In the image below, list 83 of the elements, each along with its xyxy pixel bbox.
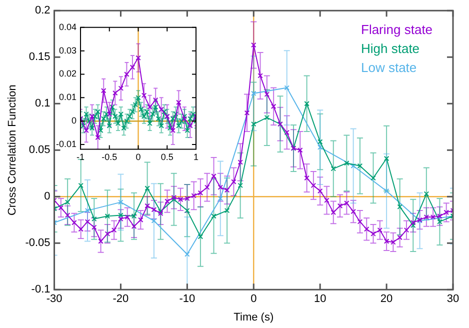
point (284, 85, 290, 90)
point (397, 204, 402, 210)
y-tick-label: 0.04 (58, 22, 77, 32)
x-tick-label: -1 (76, 152, 85, 162)
y-tick-label: 0.03 (58, 45, 77, 56)
x-tick-label: 20 (380, 293, 393, 306)
y-tick-label: 0.15 (28, 51, 50, 64)
point (184, 208, 190, 214)
point (64, 200, 70, 205)
point (350, 163, 356, 169)
y-tick-label: 0.2 (34, 4, 50, 17)
point (176, 100, 182, 105)
point (118, 86, 124, 91)
y-tick-label: 0 (44, 190, 50, 203)
x-tick-label: 0 (136, 152, 141, 162)
point (152, 97, 158, 103)
point (344, 160, 350, 166)
point (370, 175, 376, 181)
point (224, 208, 230, 214)
point (130, 64, 136, 70)
y-tick-label: 0.01 (58, 92, 77, 102)
point (95, 134, 100, 140)
point (141, 92, 147, 98)
point (98, 128, 104, 134)
point (106, 111, 112, 117)
point (357, 163, 363, 169)
point (118, 200, 124, 205)
y-tick-label: -0.1 (31, 284, 50, 296)
point (151, 218, 157, 224)
x-tick-label: 30 (446, 293, 460, 306)
point (144, 186, 150, 191)
x-tick-label: 0.5 (160, 152, 174, 162)
point (304, 100, 310, 106)
point (84, 208, 90, 214)
point (251, 90, 256, 96)
point (317, 139, 323, 144)
x-tick-label: -10 (179, 293, 196, 306)
point (437, 219, 442, 224)
point (424, 191, 430, 196)
point (238, 182, 243, 188)
point (317, 144, 323, 150)
point (78, 182, 84, 188)
point (84, 128, 89, 134)
point (211, 214, 216, 219)
text: Low state (361, 60, 417, 76)
y-axis-title: Cross Correlation Function (6, 84, 19, 216)
text: Flaring state (361, 22, 433, 38)
x-tick-label: 0 (250, 293, 257, 306)
point (330, 166, 336, 172)
point (104, 214, 110, 219)
y-tick-label: -0.01 (56, 139, 77, 149)
point (147, 104, 152, 110)
text: High state (361, 41, 420, 56)
y-tick-label: 0.05 (28, 144, 50, 156)
y-tick-label: 0.02 (58, 68, 77, 79)
y-tick-label: 0.1 (34, 98, 50, 110)
point (198, 234, 204, 240)
x-tick-label: 1 (193, 152, 199, 162)
point (121, 126, 126, 131)
point (112, 90, 118, 96)
point (384, 156, 390, 162)
point (264, 114, 270, 120)
point (410, 222, 416, 228)
point (170, 128, 176, 134)
point (158, 106, 164, 112)
point (184, 128, 190, 134)
point (188, 123, 193, 128)
point (384, 188, 390, 194)
x-tick-label: 10 (314, 293, 326, 306)
x-axis-title: Time (s) (234, 311, 274, 324)
y-tick-label: -0.05 (25, 237, 50, 250)
point (218, 196, 224, 202)
point (182, 116, 188, 122)
x-tick-label: -0.5 (102, 152, 118, 162)
point (184, 252, 190, 257)
point (131, 214, 137, 219)
point (118, 212, 124, 218)
point (100, 88, 106, 94)
point (92, 216, 97, 222)
y-tick-label: 0 (72, 116, 77, 126)
point (251, 121, 256, 127)
x-tick-label: -20 (112, 293, 129, 306)
x-tick-label: -30 (46, 293, 62, 306)
